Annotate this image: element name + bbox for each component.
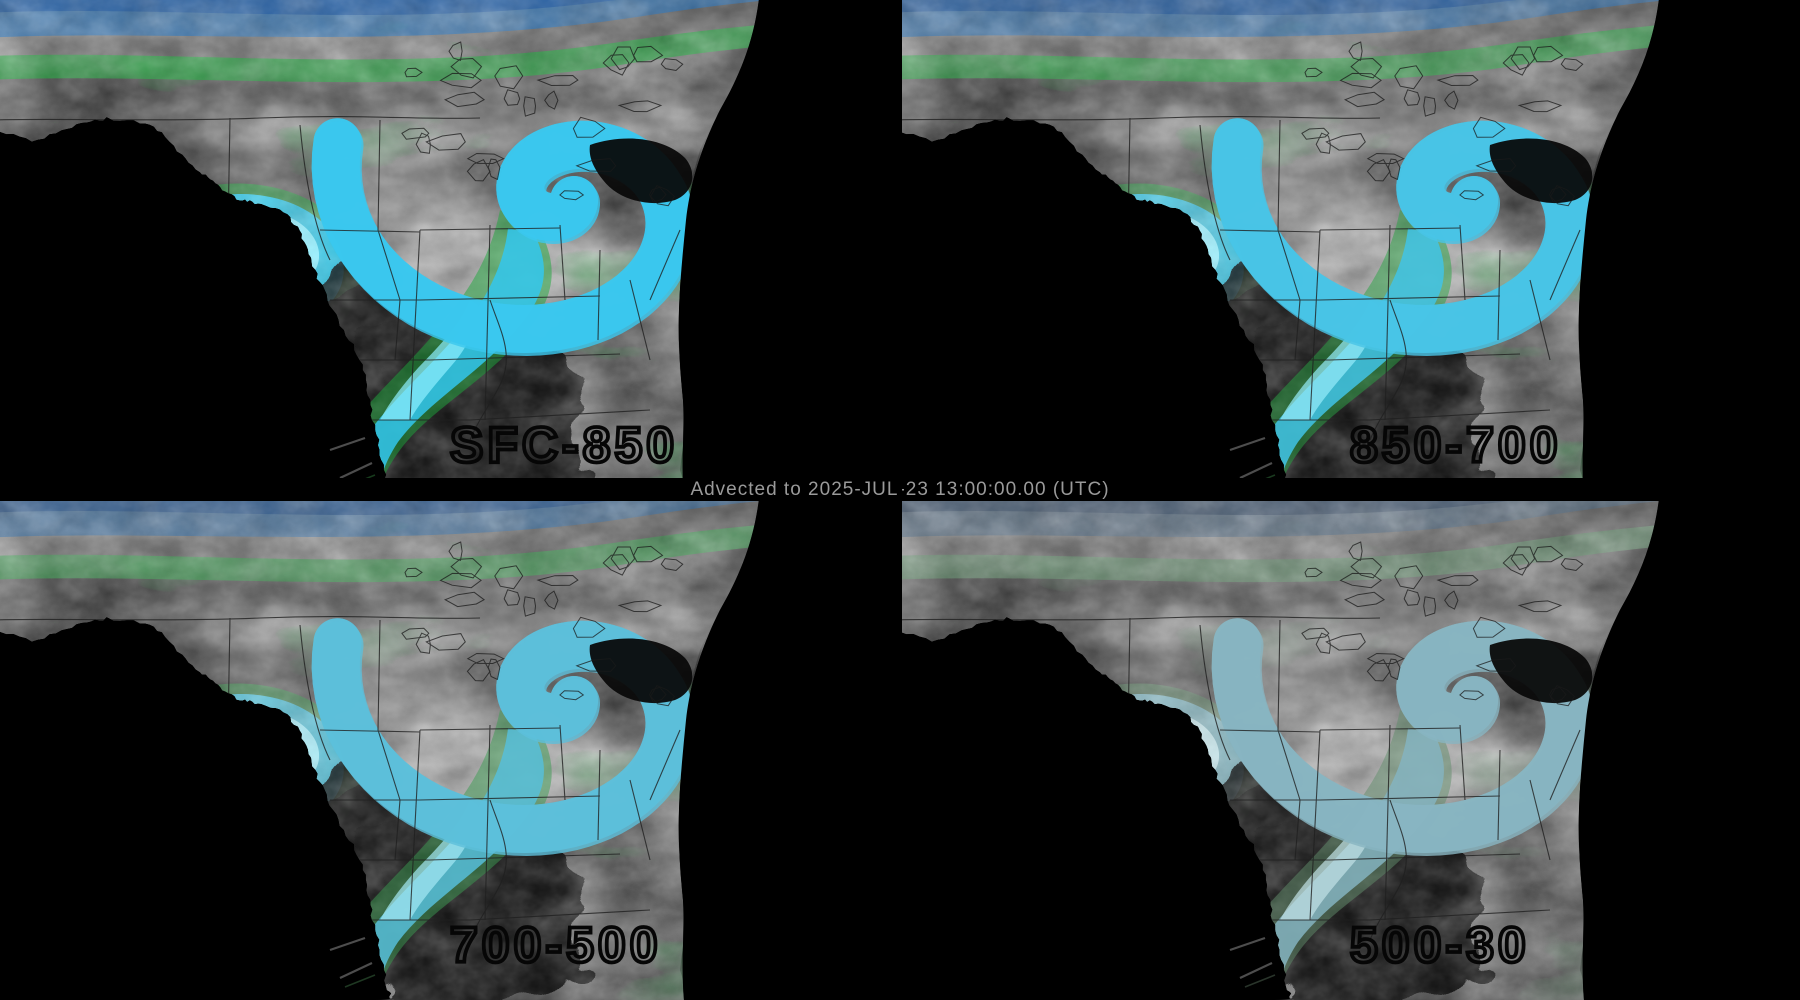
svg-text:850-700: 850-700 [1350,417,1562,473]
svg-text:SFC-850: SFC-850 [450,417,678,473]
svg-text:500-30: 500-30 [1350,917,1530,973]
svg-text:700-500: 700-500 [450,917,662,973]
